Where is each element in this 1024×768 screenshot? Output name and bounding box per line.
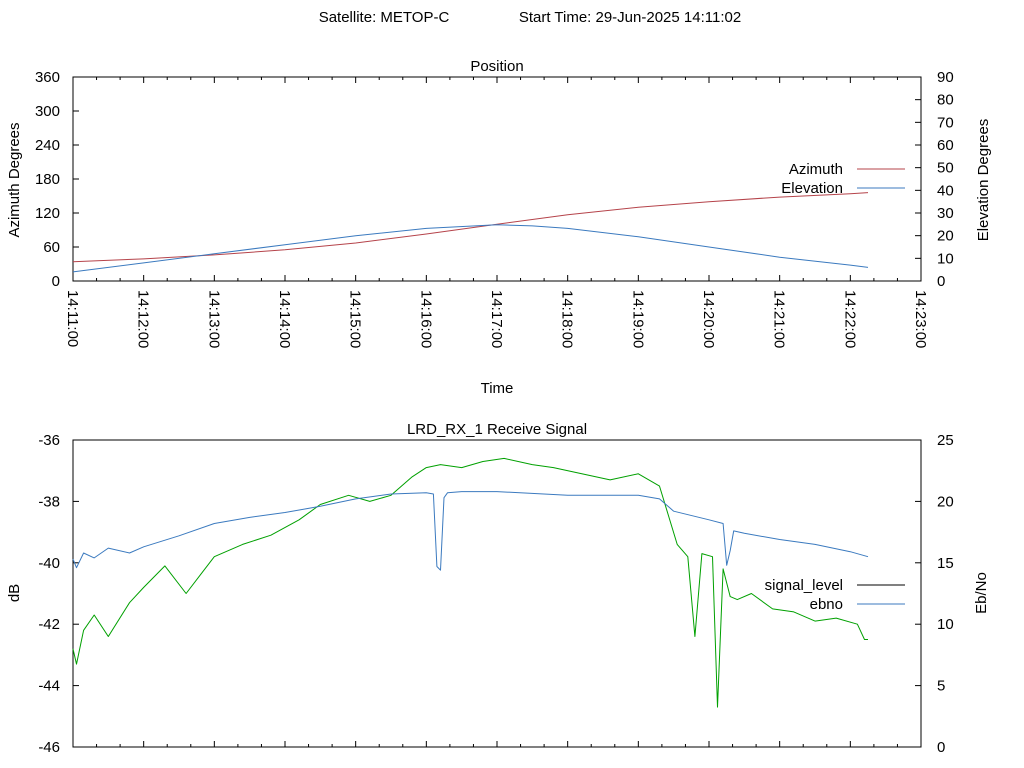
signal-y-axis-label: dB: [6, 584, 23, 602]
position-plot-frame: [72, 76, 922, 282]
y-tick-label: -40: [38, 555, 60, 572]
y2-tick-label: 10: [937, 250, 954, 267]
y2-tick-label: 50: [937, 160, 954, 177]
x-tick-label: 14:17:00: [488, 290, 505, 348]
y-tick-label: 240: [35, 137, 60, 154]
y2-tick-label: 70: [937, 114, 954, 131]
position-series: [72, 192, 869, 273]
signal-y2-axis-label: Eb/No: [973, 572, 990, 614]
position-chart: Position 0 60 120 180 240 300 360 0 10 20 30 40 50 60…: [6, 58, 992, 397]
x-tick-label: 14:13:00: [205, 290, 222, 348]
x-tick-label: 14:19:00: [629, 290, 646, 348]
signal-series: [72, 457, 869, 708]
y2-tick-label: 5: [937, 678, 945, 695]
signal-legend: signal_level ebno: [765, 577, 905, 613]
x-tick-label: 14:12:00: [135, 290, 152, 348]
y2-tick-label: 15: [937, 555, 954, 572]
y2-tick-label: 80: [937, 92, 954, 109]
y-tick-label: -44: [38, 678, 60, 695]
x-tick-label: 14:11:00: [64, 290, 81, 347]
y2-tick-label: 20: [937, 228, 954, 245]
series-line-ebno: [72, 491, 869, 571]
legend-label-azimuth: Azimuth: [789, 161, 843, 178]
legend-label-signal-level: signal_level: [765, 577, 843, 594]
y-tick-label: 300: [35, 103, 60, 120]
x-tick-label: 14:22:00: [841, 290, 858, 348]
start-time-label: Start Time: 29-Jun-2025 14:11:02: [519, 9, 741, 26]
signal-chart: LRD_RX_1 Receive Signal -46-44-42-40-38-…: [6, 421, 990, 756]
signal-axes: -46 -44 -42 -40 -38 -36 0 5 10 15 20 25: [38, 432, 953, 756]
y2-tick-label: 20: [937, 493, 954, 510]
series-line-azimuth: [72, 192, 869, 263]
y2-tick-label: 40: [937, 182, 954, 199]
y-tick-label: 180: [35, 171, 60, 188]
y2-tick-label: 0: [937, 739, 945, 756]
y2-tick-label: 90: [937, 69, 954, 86]
x-tick-label: 14:15:00: [347, 290, 364, 348]
position-axes: 0 60 120 180 240 300 360 0 10 20 30 40 50 60 70 80 90 14:…: [35, 69, 954, 348]
y2-tick-label: 30: [937, 205, 954, 222]
x-tick-label: 14:16:00: [417, 290, 434, 348]
signal-title: LRD_RX_1 Receive Signal: [407, 421, 587, 438]
x-tick-label: 14:14:00: [276, 290, 293, 348]
x-tick-label: 14:23:00: [912, 290, 929, 348]
y-tick-label: -46: [38, 739, 60, 756]
y-tick-label: -42: [38, 616, 60, 633]
position-title: Position: [470, 58, 523, 75]
position-legend: Azimuth Elevation: [781, 161, 905, 197]
y2-tick-label: 10: [937, 616, 954, 633]
x-tick-label: 14:20:00: [700, 290, 717, 348]
legend-label-elevation: Elevation: [781, 180, 843, 197]
series-line-signal-level: [72, 457, 868, 708]
y-tick-label: 60: [43, 239, 60, 256]
series-line-elevation: [72, 224, 869, 273]
position-y-axis-label: Azimuth Degrees: [6, 122, 23, 237]
y2-tick-label: 60: [937, 137, 954, 154]
y-tick-label: -38: [38, 493, 60, 510]
x-tick-label: 14:18:00: [559, 290, 576, 348]
y-tick-label: 0: [52, 273, 60, 290]
y2-tick-label: 0: [937, 273, 945, 290]
y-tick-label: 120: [35, 205, 60, 222]
position-y2-axis-label: Elevation Degrees: [975, 119, 992, 242]
y-tick-label: 360: [35, 69, 60, 86]
x-tick-label: 14:21:00: [771, 290, 788, 348]
satellite-label: Satellite: METOP-C: [319, 9, 450, 26]
legend-label-ebno: ebno: [810, 596, 843, 613]
y-tick-label: -36: [38, 432, 60, 449]
y2-tick-label: 25: [937, 432, 954, 449]
position-x-axis-label: Time: [481, 380, 514, 397]
